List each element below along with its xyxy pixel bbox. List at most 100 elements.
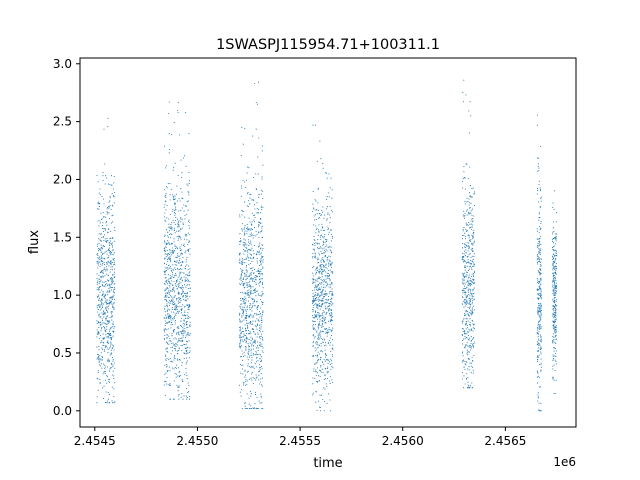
data-point (539, 261, 541, 263)
data-point (465, 344, 467, 346)
data-point (540, 318, 542, 320)
data-point (241, 309, 243, 311)
data-point (100, 258, 102, 260)
data-point (108, 228, 110, 231)
data-point (314, 252, 316, 254)
data-point (112, 330, 114, 332)
data-point (101, 195, 103, 198)
data-point (257, 269, 259, 271)
data-point (538, 212, 541, 214)
data-point (317, 202, 319, 204)
data-point (102, 344, 104, 346)
data-point (326, 250, 328, 252)
data-point (168, 226, 170, 228)
data-point (250, 393, 252, 395)
data-point (320, 366, 322, 368)
data-point (106, 306, 108, 308)
data-point (464, 269, 466, 271)
data-point (187, 298, 189, 300)
data-point (108, 291, 110, 293)
data-point (247, 249, 249, 251)
data-point (256, 262, 258, 264)
data-point (318, 314, 320, 316)
data-point (186, 291, 188, 294)
data-point (322, 286, 325, 288)
data-point (98, 281, 100, 283)
data-point (247, 206, 249, 208)
data-point (107, 299, 109, 301)
data-point (186, 352, 188, 354)
data-point (538, 322, 540, 324)
data-point (322, 289, 324, 291)
data-point (102, 212, 104, 214)
data-point (171, 252, 173, 254)
data-point (472, 346, 475, 348)
data-point (179, 331, 181, 333)
data-point (172, 195, 174, 197)
data-point (243, 319, 245, 321)
data-point (552, 292, 554, 295)
data-point (176, 384, 178, 386)
data-point (262, 339, 264, 341)
data-point (241, 230, 243, 232)
data-point (111, 281, 113, 283)
data-point (182, 222, 184, 224)
data-point (106, 231, 108, 233)
data-point (464, 235, 466, 238)
data-point (259, 345, 261, 347)
data-point (464, 335, 466, 338)
data-point (239, 216, 241, 218)
data-point (324, 293, 326, 295)
data-point (313, 368, 315, 370)
data-point (180, 209, 182, 211)
data-point (255, 377, 257, 379)
data-point (250, 321, 252, 323)
data-point (173, 122, 175, 124)
data-point (540, 228, 542, 230)
data-point (554, 359, 556, 361)
data-point (102, 303, 105, 305)
data-point (164, 331, 166, 333)
data-point (537, 165, 539, 167)
data-point (173, 359, 175, 361)
data-point (539, 250, 541, 252)
data-point (243, 282, 246, 284)
data-point (244, 296, 246, 298)
data-point (254, 341, 256, 343)
data-point (103, 341, 105, 344)
data-point (261, 346, 263, 348)
data-point (244, 301, 246, 303)
data-point (312, 295, 314, 297)
data-point (537, 279, 539, 281)
data-point (185, 165, 187, 167)
data-point (472, 260, 474, 262)
data-point (329, 280, 331, 282)
data-point (470, 314, 473, 316)
data-point (183, 243, 185, 245)
data-point (470, 372, 472, 374)
data-point (463, 313, 466, 315)
data-point (248, 283, 250, 285)
data-point (255, 128, 257, 130)
data-point (256, 260, 258, 262)
data-point (262, 301, 264, 303)
data-point (165, 296, 167, 298)
data-point (171, 333, 173, 335)
data-point (108, 332, 110, 335)
data-point (319, 394, 321, 396)
data-point (250, 407, 252, 410)
data-point (554, 307, 556, 309)
data-point (181, 207, 183, 209)
data-point (470, 249, 472, 251)
data-point (472, 312, 474, 314)
data-point (316, 354, 319, 356)
data-point (467, 357, 470, 359)
data-point (552, 359, 554, 361)
data-point (240, 307, 242, 309)
data-point (111, 374, 113, 376)
data-point (261, 244, 263, 246)
data-point (242, 384, 245, 386)
data-point (320, 214, 322, 216)
data-point (108, 201, 110, 203)
data-point (187, 311, 189, 314)
